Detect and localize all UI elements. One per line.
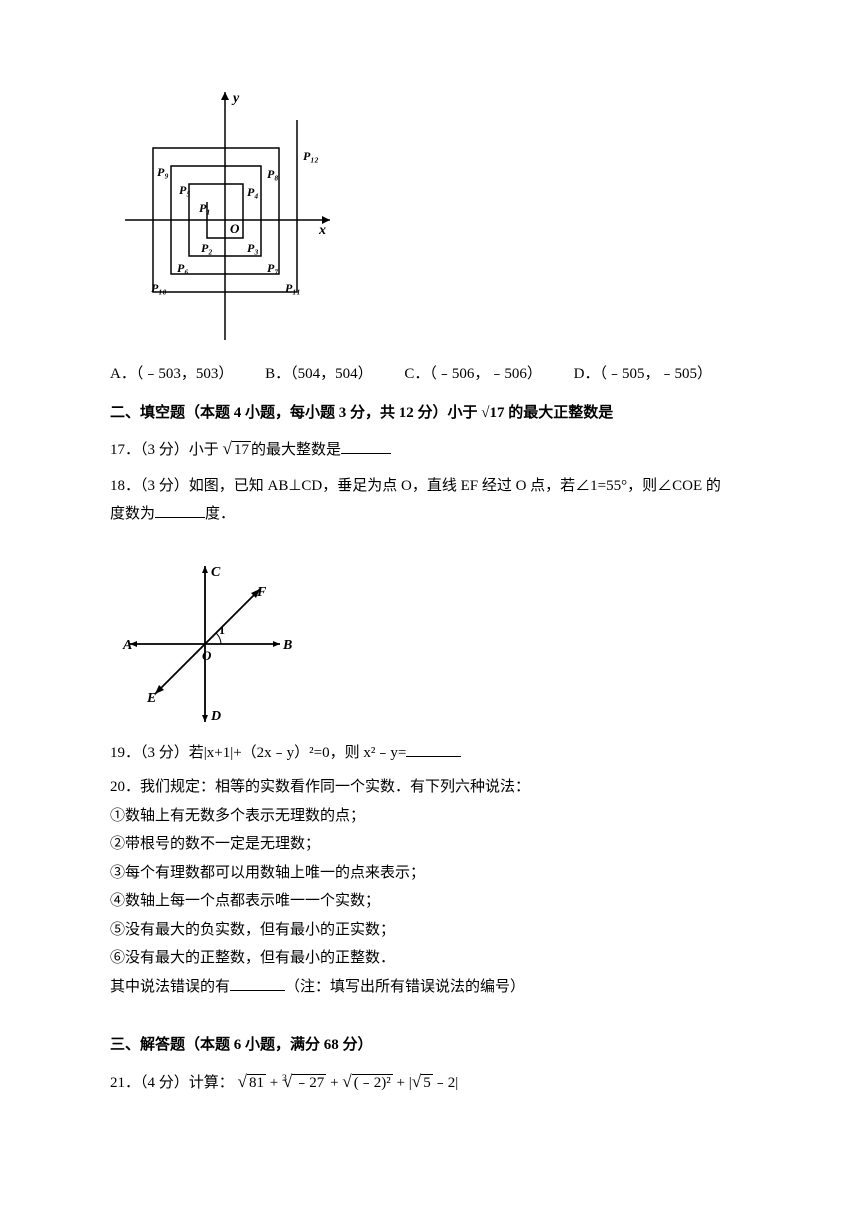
q20-s1: ①数轴上有无数多个表示无理数的点； bbox=[110, 802, 770, 831]
q20-intro: 20．我们规定：相等的实数看作同一个实数．有下列六种说法： bbox=[110, 773, 770, 802]
option-d: D．（﹣505，﹣505） bbox=[574, 366, 712, 382]
option-c: C．（﹣506，﹣506） bbox=[404, 366, 542, 382]
svg-text:P₆: P₆ bbox=[177, 261, 189, 275]
question-21: 21．（4 分）计算： √81 + 3√﹣27 + √(﹣2)² + |√5﹣2… bbox=[110, 1066, 770, 1099]
figure-spiral-squares: y x O P₁ P₂ P₃ P₄ P₅ P₆ P₇ P₈ P₉ P₁₀ P₁₁… bbox=[120, 90, 770, 350]
sqrt-5: √5 bbox=[412, 1066, 433, 1099]
q17-suffix: 的最大整数是 bbox=[251, 442, 341, 458]
svg-text:A: A bbox=[122, 638, 132, 653]
question-20: 20．我们规定：相等的实数看作同一个实数．有下列六种说法： ①数轴上有无数多个表… bbox=[110, 773, 770, 1001]
question-18: 18．（3 分）如图，已知 AB⊥CD，垂足为点 O，直线 EF 经过 O 点，… bbox=[110, 472, 770, 529]
q20-s6: ⑥没有最大的正整数，但有最小的正整数． bbox=[110, 944, 770, 973]
svg-text:P₇: P₇ bbox=[267, 261, 279, 275]
svg-text:P₃: P₃ bbox=[247, 241, 259, 255]
svg-text:E: E bbox=[146, 691, 156, 706]
x-axis-label: x bbox=[318, 223, 326, 238]
q18-line2b: 度． bbox=[205, 506, 235, 522]
svg-text:P₈: P₈ bbox=[267, 167, 279, 181]
svg-text:P₅: P₅ bbox=[179, 183, 191, 197]
svg-text:P₉: P₉ bbox=[157, 165, 169, 179]
svg-text:P₁: P₁ bbox=[199, 201, 211, 215]
option-b: B．（504，504） bbox=[265, 366, 373, 382]
svg-text:1: 1 bbox=[219, 623, 225, 637]
option-a: A．（﹣503，503） bbox=[110, 366, 233, 382]
svg-text:P₁₂: P₁₂ bbox=[303, 149, 319, 163]
y-axis-label: y bbox=[231, 91, 240, 106]
svg-text:D: D bbox=[210, 709, 221, 724]
svg-text:O: O bbox=[202, 648, 212, 663]
svg-text:C: C bbox=[211, 565, 221, 580]
section-3-header: 三、解答题（本题 6 小题，满分 68 分） bbox=[110, 1031, 770, 1060]
q20-tail: 其中说法错误的有（注：填写出所有错误说法的编号） bbox=[110, 973, 770, 1002]
question-19: 19．（3 分）若|x+1|+（2x﹣y）²=0，则 x²﹣y= bbox=[110, 739, 770, 768]
svg-text:P₄: P₄ bbox=[247, 185, 259, 199]
q17-prefix: 17．（3 分）小于 bbox=[110, 442, 219, 458]
q18-blank bbox=[155, 502, 205, 518]
question-17: 17．（3 分）小于 √17的最大整数是 bbox=[110, 433, 770, 466]
q20-blank bbox=[230, 975, 285, 991]
svg-text:B: B bbox=[282, 638, 292, 653]
q17-blank bbox=[341, 438, 391, 454]
q21-prefix: 21．（4 分）计算： bbox=[110, 1075, 234, 1091]
section-2-header: 二、填空题（本题 4 小题，每小题 3 分，共 12 分）小于 √17 的最大正… bbox=[110, 399, 770, 428]
sqrt-sq-neg2: √(﹣2)² bbox=[342, 1066, 392, 1099]
q19-text: 19．（3 分）若|x+1|+（2x﹣y）²=0，则 x²﹣y= bbox=[110, 745, 406, 761]
sqrt-81: √81 bbox=[238, 1066, 266, 1099]
q20-s4: ④数轴上每一个点都表示唯一一个实数； bbox=[110, 887, 770, 916]
svg-text:P₂: P₂ bbox=[201, 241, 213, 255]
svg-text:F: F bbox=[256, 585, 267, 600]
cbrt-neg27: 3√﹣27 bbox=[282, 1066, 326, 1099]
sqrt-17: √17 bbox=[223, 433, 251, 466]
q20-s2: ②带根号的数不一定是无理数； bbox=[110, 830, 770, 859]
q18-line2a: 度数为 bbox=[110, 506, 155, 522]
origin-label: O bbox=[230, 221, 240, 236]
svg-text:P₁₀: P₁₀ bbox=[151, 281, 167, 295]
q20-s3: ③每个有理数都可以用数轴上唯一的点来表示； bbox=[110, 859, 770, 888]
q16-options: A．（﹣503，503） B．（504，504） C．（﹣506，﹣506） D… bbox=[110, 360, 770, 389]
q20-s5: ⑤没有最大的负实数，但有最小的正实数； bbox=[110, 916, 770, 945]
figure-perpendicular-lines: 1 A B C D E F O bbox=[120, 559, 770, 729]
svg-text:P₁₁: P₁₁ bbox=[285, 281, 301, 295]
q18-line1: 18．（3 分）如图，已知 AB⊥CD，垂足为点 O，直线 EF 经过 O 点，… bbox=[110, 478, 721, 494]
q19-blank bbox=[406, 741, 461, 757]
